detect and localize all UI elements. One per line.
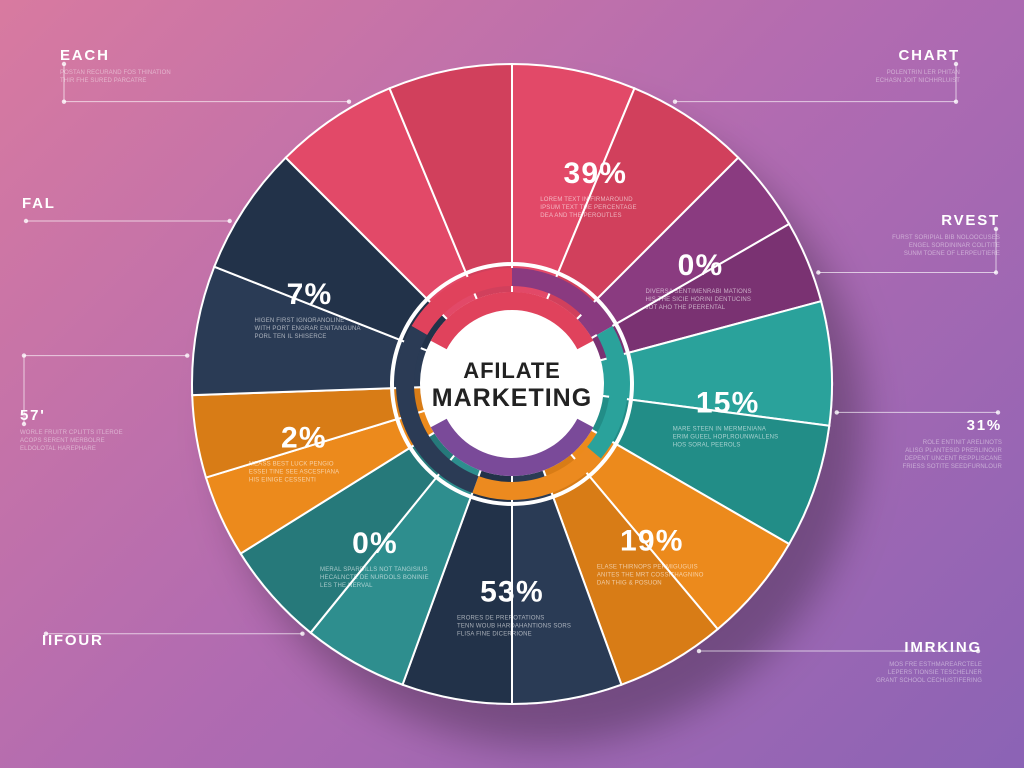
slice-desc: LOREM TEXT IN FIRMAROUND [540,197,633,203]
slice-percent: 53% [480,576,544,609]
slice-desc: ERORES DE PREROTATIONS [457,616,544,622]
slice-percent: 15% [696,386,760,419]
slice-desc: FLISA FINE DICERRIONE [457,632,532,638]
slice-desc: MARE STEEN IN MERMENIANA [673,426,766,432]
slice-desc: PORL TEN IL SHISERCE [255,334,327,340]
slice-desc: LES THE NERVAL [320,583,373,589]
slice-desc: DEA AND THE PEROUTLES [540,213,621,219]
slice-percent: 7% [287,278,333,311]
slice-desc: ELASE THIRNOPS PERMIGUGUIS [597,565,698,571]
slice-desc: TENN WOUB HARDAHANTIONS SORS [457,624,571,630]
slice-desc: WITH PORT ENGRAR ENITANGUNA [255,326,361,332]
slice-desc: ESSEI TINE SEE ASCESFIANA [249,470,339,476]
hub-title-1: AFILATE [463,358,560,383]
slice-desc: HIS EINIGE CESSENTI [249,478,316,484]
slice-desc: HIS THE SICIE HORINI DENTUCINS [645,297,751,303]
slice-desc: HOS SORAL PEEROLS [673,442,741,448]
slice-desc: JOT AHO THE PEERENTAL [645,305,725,311]
slice-percent: 0% [678,249,724,282]
slice-desc: IPSUM TEXT THE PERCENTAGE [540,205,636,211]
hub-title-2: MARKETING [432,384,592,412]
slice-percent: 2% [281,422,327,455]
slice-desc: HIGEN FIRST IGNORANOLINE [255,318,345,324]
slice-desc: MERAL SPARDILLS NOT TANGISIUS [320,567,428,573]
slice-percent: 0% [352,527,398,560]
slice-desc: MEASS BEST LUCK PENGIO [249,462,334,468]
slice-desc: DIVERSA SENTIMENRABI MATIONS [645,289,751,295]
slice-desc: ANITES THE MRT COSSITHAGNINO [597,573,704,579]
slice-percent: 19% [620,525,684,558]
slice-desc: DAN THIG & POSUON [597,581,662,587]
slice-desc: ERIM GUEEL HOPLROUNWALLENS [673,434,779,440]
slice-percent: 39% [563,157,627,190]
pie-chart: 39% LOREM TEXT IN FIRMAROUND IPSUM TEXT TH… [152,24,872,744]
slice-desc: HECALNCTE DE NURDOLS BONINIE [320,575,429,581]
